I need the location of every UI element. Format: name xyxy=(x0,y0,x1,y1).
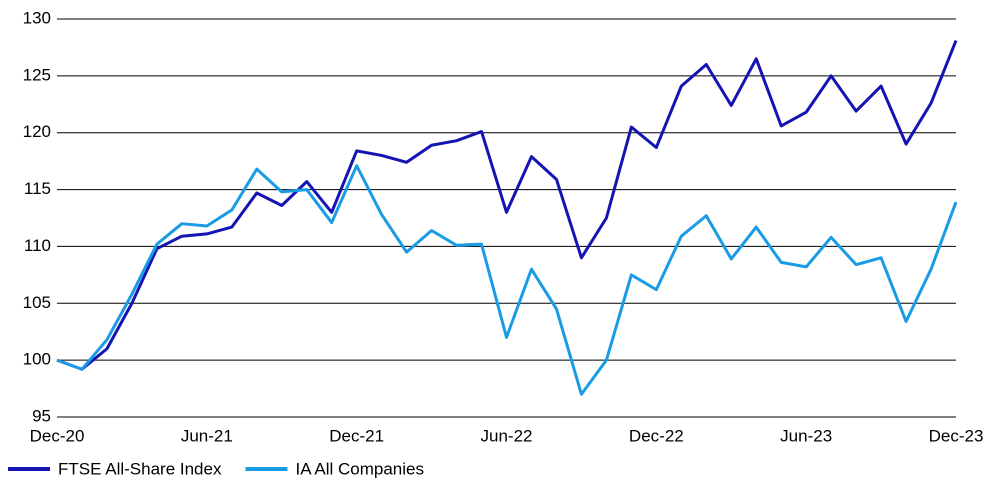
x-tick-label: Dec-22 xyxy=(629,426,684,445)
x-tick-label: Jun-22 xyxy=(481,426,533,445)
x-tick-label: Dec-23 xyxy=(929,426,984,445)
series-line xyxy=(56,164,958,396)
y-tick-label: 120 xyxy=(23,122,51,141)
x-tick-label: Dec-21 xyxy=(329,426,384,445)
x-tick-label: Dec-20 xyxy=(30,426,85,445)
y-tick-label: 105 xyxy=(23,293,51,312)
y-tick-label: 100 xyxy=(23,350,51,369)
legend-label: FTSE All-Share Index xyxy=(58,459,222,478)
y-tick-label: 125 xyxy=(23,65,51,84)
series-line xyxy=(56,40,958,371)
y-tick-label: 95 xyxy=(32,406,51,425)
x-tick-label: Jun-23 xyxy=(780,426,832,445)
y-tick-label: 110 xyxy=(24,236,51,255)
y-tick-label: 115 xyxy=(24,179,51,198)
x-tick-label: Jun-21 xyxy=(181,426,233,445)
legend-label: IA All Companies xyxy=(295,459,424,478)
y-tick-label: 130 xyxy=(23,8,51,27)
